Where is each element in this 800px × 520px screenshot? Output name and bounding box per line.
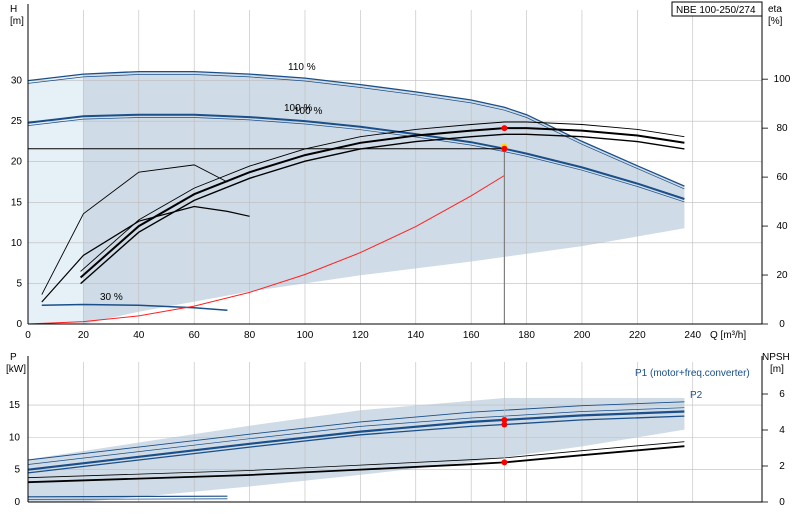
top-y-left-tick-label: 20 bbox=[11, 157, 23, 168]
head-curve-30 bbox=[41, 303, 228, 311]
y-right-unit-top: [%] bbox=[768, 16, 783, 27]
y-right-label-bottom: NPSH bbox=[762, 352, 790, 363]
top-y-right-tick-label: 0 bbox=[779, 319, 785, 330]
efficiency-curve-reduced-a bbox=[41, 164, 228, 295]
top-x-tick-label: 40 bbox=[133, 330, 145, 341]
top-y-right-tick-label: 20 bbox=[776, 270, 788, 281]
top-y-right-tick-label: 40 bbox=[776, 221, 788, 232]
top-x-tick-label: 20 bbox=[78, 330, 90, 341]
head-label-100-a: 100 % bbox=[284, 103, 312, 114]
top-y-left-tick-label: 10 bbox=[11, 238, 23, 249]
bottom-y-left-tick-label: 5 bbox=[14, 465, 20, 476]
top-x-tick-label: 200 bbox=[574, 330, 591, 341]
pump-title: NBE 100-250/274 bbox=[676, 5, 756, 16]
bottom-y-right-tick-label: 6 bbox=[779, 389, 785, 400]
y-left-label-top: H bbox=[10, 4, 17, 15]
head-label-100-b: 100 % bbox=[294, 106, 322, 117]
efficiency-curve-100 bbox=[79, 127, 685, 279]
top-y-right-tick-label: 60 bbox=[776, 172, 788, 183]
power-curve-30-p1 bbox=[27, 495, 228, 498]
top-x-tick-label: 0 bbox=[25, 330, 31, 341]
bottom-y-right-tick-label: 4 bbox=[779, 425, 785, 436]
top-y-left-tick-label: 0 bbox=[16, 319, 22, 330]
npsh-curve bbox=[27, 445, 685, 484]
x-axis-label: Q [m³/h] bbox=[710, 330, 746, 341]
duty-point-npsh bbox=[501, 459, 508, 466]
axes bbox=[27, 4, 763, 503]
top-x-tick-label: 220 bbox=[629, 330, 646, 341]
top-x-tick-label: 80 bbox=[244, 330, 256, 341]
pump-title-box bbox=[671, 1, 763, 17]
bottom-y-left-tick-label: 0 bbox=[14, 497, 20, 508]
top-y-right-tick-label: 100 bbox=[774, 74, 791, 85]
head-label-30: 30 % bbox=[100, 292, 123, 303]
y-left-unit-bottom: [kW] bbox=[6, 364, 26, 375]
bottom-y-right-tick-label: 2 bbox=[779, 461, 785, 472]
top-y-left-tick-label: 15 bbox=[11, 197, 23, 208]
power-curve-p2-110 bbox=[27, 407, 685, 465]
power-curve-p1 bbox=[27, 410, 685, 471]
efficiency-curve-reduced-b bbox=[41, 205, 250, 303]
efficiency-curve-band-high bbox=[80, 121, 685, 272]
head-label-110: 110 % bbox=[288, 62, 316, 73]
top-y-left-tick-label: 25 bbox=[11, 116, 23, 127]
npsh-curve-band bbox=[27, 441, 685, 479]
y-left-label-bottom: P bbox=[10, 352, 17, 363]
head-curve-100 bbox=[27, 113, 685, 200]
power-label-p1: P1 (motor+freq.converter) bbox=[635, 368, 750, 379]
duty-point-p2 bbox=[501, 421, 508, 428]
top-x-tick-label: 60 bbox=[189, 330, 201, 341]
duty-point-p1 bbox=[501, 416, 508, 423]
duty-point-head bbox=[501, 145, 508, 152]
bottom-y-left-tick-label: 15 bbox=[9, 400, 21, 411]
top-y-right-tick-label: 80 bbox=[776, 123, 788, 134]
top-x-tick-label: 180 bbox=[518, 330, 535, 341]
envelope-main-region bbox=[41, 71, 685, 324]
power-curve-p1-110 bbox=[27, 401, 685, 461]
efficiency-curve-band-low bbox=[80, 133, 685, 285]
system-curve bbox=[27, 175, 505, 325]
head-curve-110-band bbox=[27, 74, 685, 190]
top-operating-envelope bbox=[28, 71, 685, 324]
top-grid: 0 20 40 60 80 100 120 140 160 180 200 220 2400510152… bbox=[11, 10, 791, 341]
power-curve-30-p2 bbox=[27, 498, 228, 500]
top-x-tick-label: 100 bbox=[297, 330, 314, 341]
top-curves bbox=[27, 70, 685, 325]
y-right-label-top: eta bbox=[768, 4, 782, 15]
y-left-unit-top: [m] bbox=[10, 16, 24, 27]
power-curve-p2 bbox=[27, 415, 685, 474]
top-x-tick-label: 240 bbox=[684, 330, 701, 341]
y-right-unit-bottom: [m] bbox=[770, 364, 784, 375]
top-x-tick-label: 140 bbox=[407, 330, 424, 341]
top-y-left-tick-label: 5 bbox=[16, 278, 22, 289]
envelope-low-flow-region bbox=[28, 74, 84, 324]
duty-point-efficiency bbox=[501, 125, 508, 132]
top-x-tick-label: 120 bbox=[352, 330, 369, 341]
bottom-y-right-tick-label: 0 bbox=[779, 497, 785, 508]
bottom-curves bbox=[27, 362, 685, 502]
bottom-y-left-tick-label: 10 bbox=[9, 432, 21, 443]
power-label-p2: P2 bbox=[690, 390, 703, 401]
top-y-left-tick-label: 30 bbox=[11, 76, 23, 87]
top-x-tick-label: 160 bbox=[463, 330, 480, 341]
